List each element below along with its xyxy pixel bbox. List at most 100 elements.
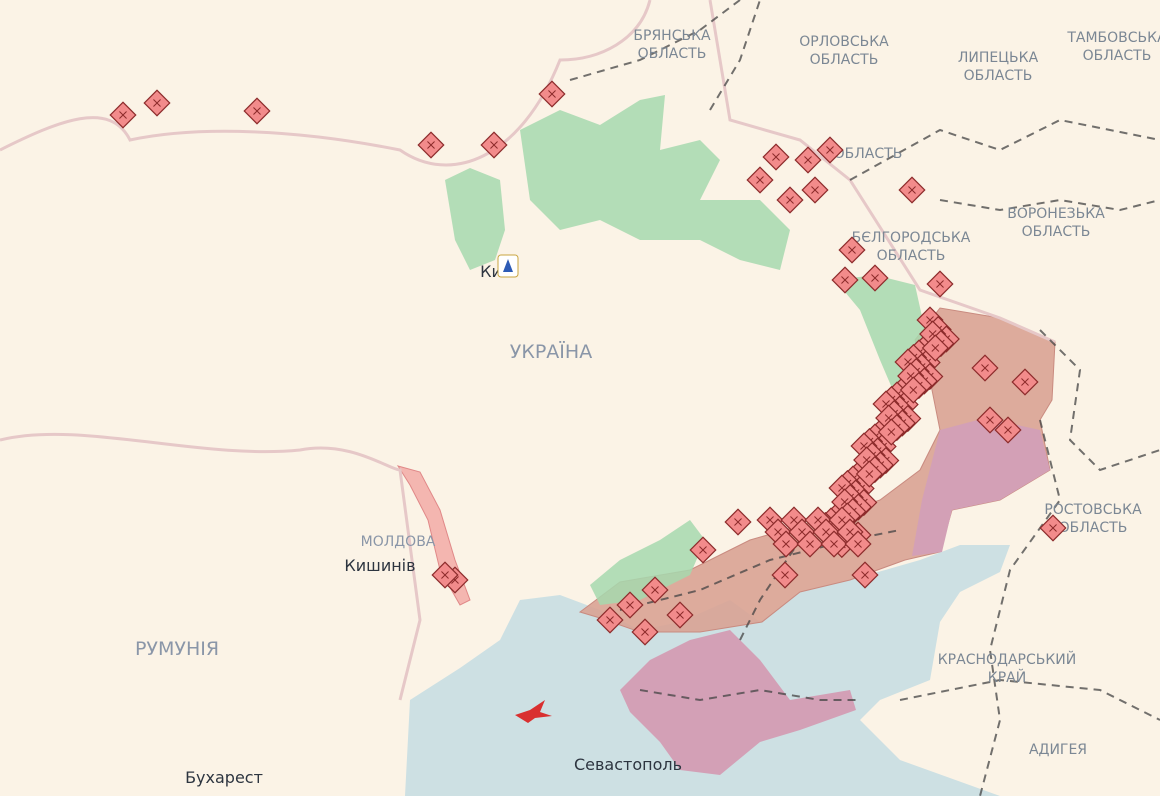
attack-marker	[816, 136, 844, 164]
marker-cross	[651, 586, 659, 594]
attack-marker	[921, 334, 949, 362]
capital-icon	[497, 254, 519, 278]
region-label: ОБЛАСТЬ	[1022, 224, 1091, 240]
marker-cross	[1021, 378, 1029, 386]
liberated-area	[520, 95, 790, 270]
attack-marker	[861, 264, 889, 292]
attack-marker	[994, 416, 1022, 444]
marker-cross	[814, 516, 822, 524]
marker-cross	[848, 246, 856, 254]
marker-cross	[1049, 524, 1057, 532]
marker-cross	[981, 364, 989, 372]
border	[0, 0, 652, 167]
marker-cross	[782, 540, 790, 548]
marker-cross	[936, 280, 944, 288]
region-label: ЛИПЕЦЬКА	[958, 50, 1039, 66]
attack-marker	[431, 561, 459, 589]
attack-marker	[851, 561, 879, 589]
marker-cross	[548, 90, 556, 98]
region-label: БРЯНСЬКА	[633, 28, 711, 44]
marker-cross	[786, 196, 794, 204]
marker-cross	[766, 516, 774, 524]
attack-marker	[971, 354, 999, 382]
region-label: РОСТОВСЬКА	[1044, 502, 1142, 518]
marker-cross	[806, 540, 814, 548]
marker-cross	[1004, 426, 1012, 434]
liberated-area	[590, 520, 705, 605]
marker-cross	[854, 540, 862, 548]
region-label: ОБЛАСТЬ	[964, 68, 1033, 84]
marker-cross	[838, 516, 846, 524]
attack-marker	[480, 131, 508, 159]
attack-marker	[762, 143, 790, 171]
country-label: РУМУНІЯ	[135, 638, 219, 660]
attack-marker	[666, 601, 694, 629]
marker-cross	[626, 601, 634, 609]
marker-cross	[887, 428, 896, 436]
marker-cross	[119, 111, 127, 119]
attack-marker	[616, 591, 644, 619]
attack-marker	[838, 236, 866, 264]
region-label: КРАСНОДАРСЬКИЙ	[938, 650, 1077, 668]
marker-cross	[841, 276, 849, 284]
marker-cross	[826, 146, 834, 154]
attack-marker	[796, 530, 824, 558]
marker-cross	[865, 470, 874, 478]
marker-cross	[931, 344, 940, 352]
country-label: УКРАЇНА	[510, 340, 592, 363]
pre-2022-occupied	[912, 418, 1050, 556]
marker-cross	[774, 528, 782, 536]
attack-marker	[109, 101, 137, 129]
labels: БРЯНСЬКА ОБЛАСТЬ ОРЛОВСЬКА ОБЛАСТЬ ЛИПЕЦЬКА О…	[135, 28, 1160, 787]
region-label: ТАМБОВСЬКА	[1066, 30, 1160, 46]
city-label: Кишинів	[344, 556, 415, 575]
aircraft-icon	[515, 700, 552, 723]
region-label: КРАЙ	[988, 668, 1026, 686]
marker-cross	[871, 274, 879, 282]
marker-cross	[253, 107, 261, 115]
country-label: МОЛДОВА	[361, 534, 436, 550]
attack-marker	[776, 186, 804, 214]
region-label: ОБЛАСТЬ	[638, 46, 707, 62]
marker-cross	[641, 628, 649, 636]
marker-cross	[734, 518, 742, 526]
crimea	[620, 630, 856, 775]
marker-cross	[811, 186, 819, 194]
region-label: ВОРОНЕЗЬКА	[1007, 206, 1105, 222]
marker-cross	[699, 546, 707, 554]
admin-line	[1039, 329, 1160, 472]
attack-marker	[243, 97, 271, 125]
attack-marker	[143, 89, 171, 117]
attack-marker	[831, 266, 859, 294]
attack-marker	[746, 166, 774, 194]
marker-cross	[427, 141, 435, 149]
attack-marker	[417, 131, 445, 159]
marker-cross	[798, 528, 806, 536]
marker-cross	[606, 616, 614, 624]
attack-marker	[1039, 514, 1067, 542]
attack-marker	[724, 508, 752, 536]
attack-marker	[855, 460, 883, 488]
region-label: ОБЛАСТЬ	[810, 52, 879, 68]
attack-marker	[899, 376, 927, 404]
attack-marker	[877, 418, 905, 446]
region-label: ОРЛОВСЬКА	[799, 34, 889, 50]
admin-line	[849, 118, 1160, 181]
marker-cross	[861, 571, 869, 579]
marker-cross	[676, 611, 684, 619]
attack-marker	[641, 576, 669, 604]
city-label: Севастополь	[574, 755, 682, 774]
attack-marker	[596, 606, 624, 634]
attack-marker	[844, 530, 872, 558]
region-label: БЄЛГОРОДСЬКА	[852, 230, 971, 246]
marker-cross	[908, 186, 916, 194]
attack-marker	[820, 530, 848, 558]
attack-marker	[689, 536, 717, 564]
admin-line	[939, 198, 1160, 212]
marker-cross	[986, 416, 994, 424]
marker-cross	[490, 141, 498, 149]
attack-marker	[771, 561, 799, 589]
region-label: ОБЛАСТЬ	[877, 248, 946, 264]
attack-marker	[631, 618, 659, 646]
